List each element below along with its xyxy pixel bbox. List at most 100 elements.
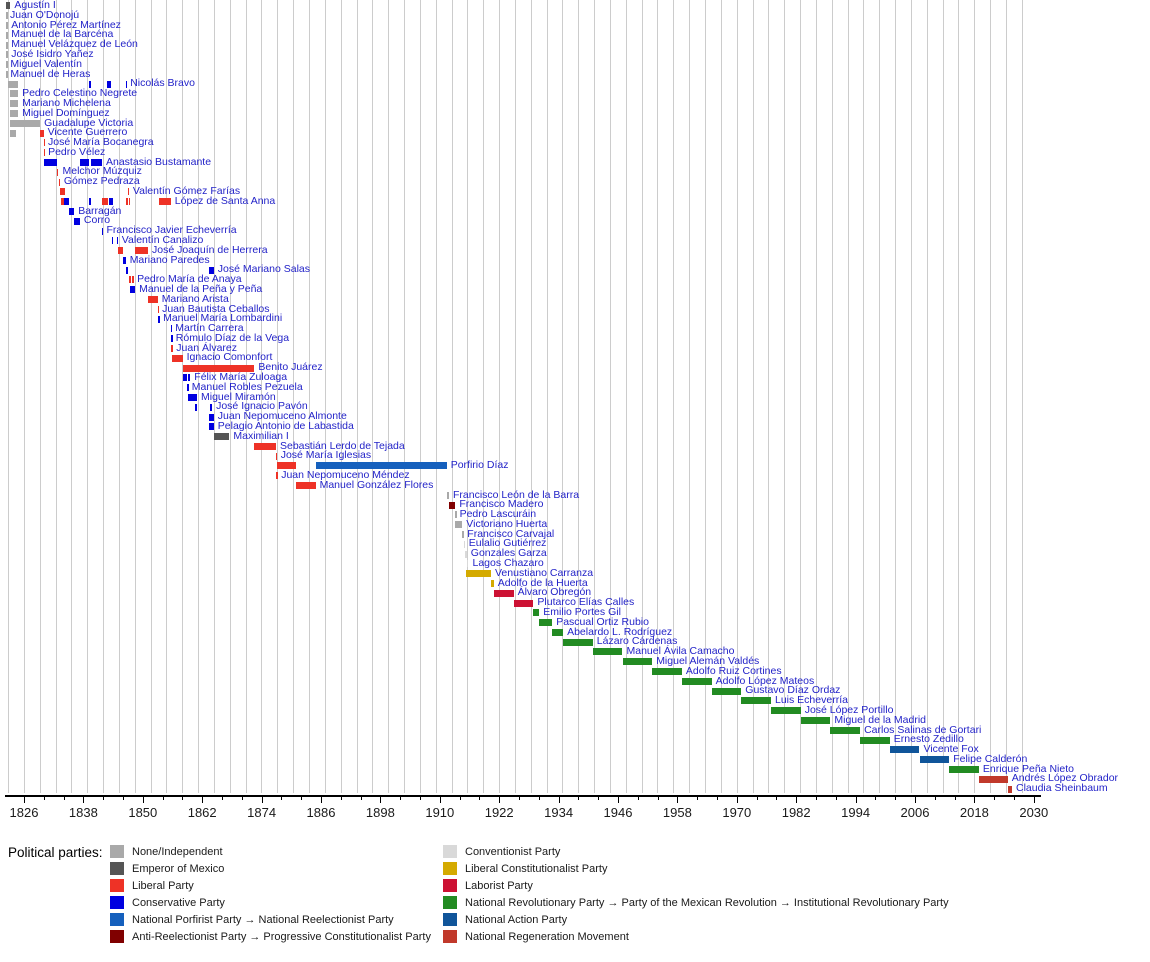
president-label[interactable]: Adolfo López Mateos (715, 674, 815, 687)
president-label[interactable]: Manuel Velázquez de León (11, 38, 138, 51)
term-bar (800, 717, 831, 725)
president-label[interactable]: Miguel Domínguez (22, 106, 110, 119)
timeline-row: José María Bocanegra (0, 136, 1150, 149)
president-label[interactable]: Álvaro Obregón (517, 586, 592, 599)
president-label[interactable]: Antonio Pérez Martínez (11, 18, 121, 31)
president-label[interactable]: José Isidro Yañez (11, 47, 94, 60)
president-label[interactable]: Gómez Pedraza (63, 175, 140, 188)
president-label[interactable]: Lagos Chazaro (472, 557, 544, 569)
president-label[interactable]: Pedro Vélez (48, 145, 106, 158)
president-label[interactable]: Francisco Carvajal (467, 527, 555, 540)
president-label[interactable]: Emilio Portes Gil (543, 606, 621, 618)
term-bar (58, 178, 60, 186)
president-label[interactable]: José María Iglesias (280, 449, 372, 462)
president-label[interactable]: Manuel Ávila Camacho (626, 645, 735, 658)
president-label[interactable]: Nicolás Bravo (130, 77, 195, 90)
major-tick (974, 797, 976, 803)
minor-tick (43, 797, 45, 800)
president-label[interactable]: Victoriano Huerta (466, 517, 548, 530)
president-label[interactable]: Eulalio Gutiérrez (468, 537, 547, 550)
president-label[interactable]: Porfirio Díaz (450, 459, 509, 472)
president-label[interactable]: Ignacio Comonfort (186, 351, 273, 364)
president-label[interactable]: Pedro María de Anaya (137, 273, 242, 286)
president-label[interactable]: Manuel de la Peña y Peña (139, 282, 263, 295)
president-label[interactable]: José López Portillo (804, 703, 894, 716)
president-label[interactable]: Plutarco Elías Calles (537, 596, 635, 609)
timeline-row: Félix María Zuloaga (0, 371, 1150, 383)
president-label[interactable]: Miguel Valentín (10, 57, 82, 70)
president-label[interactable]: Pascual Ortiz Rubio (556, 615, 649, 628)
president-label[interactable]: José Mariano Salas (217, 263, 311, 276)
president-label[interactable]: José María Bocanegra (48, 136, 154, 149)
president-label[interactable]: Miguel de la Madrid (834, 713, 927, 726)
president-label[interactable]: Maximilian I (233, 429, 289, 442)
president-label[interactable]: López de Santa Anna (174, 194, 276, 207)
president-label[interactable]: Francisco Javier Echeverría (106, 224, 237, 237)
president-label[interactable]: Melchor Múzquiz (62, 165, 142, 178)
president-label[interactable]: Luis Echeverría (775, 694, 848, 707)
gridline (546, 0, 548, 793)
president-label[interactable]: Felipe Calderón (953, 752, 1028, 765)
president-label[interactable]: Ernesto Zedillo (893, 733, 964, 746)
president-label[interactable]: Agustín I (14, 0, 56, 11)
president-label[interactable]: Manuel González Flores (319, 478, 434, 491)
president-label[interactable]: Pelagio Antonio de Labastida (217, 420, 354, 432)
president-label[interactable]: Adolfo de la Huerta (497, 576, 588, 589)
president-label[interactable]: Claudia Sheinbaum (1016, 782, 1108, 795)
president-label[interactable]: José Ignacio Pavón (216, 400, 308, 413)
president-label[interactable]: Adolfo Ruiz Cortines (685, 664, 782, 677)
major-tick (736, 797, 738, 803)
timeline-row: Andrés López Obrador (0, 772, 1150, 785)
president-label[interactable]: Rómulo Díaz de la Vega (175, 331, 290, 344)
gridline (609, 0, 611, 793)
president-label[interactable]: Martín Carrera (175, 322, 244, 335)
term-bar (148, 296, 158, 304)
president-label[interactable]: Sebastián Lerdo de Tejada (280, 439, 405, 452)
president-label[interactable]: Enrique Peña Nieto (982, 762, 1074, 775)
president-label[interactable]: Francisco Madero (459, 498, 544, 511)
president-label[interactable]: Vicente Fox (923, 743, 979, 755)
gridline (55, 0, 57, 793)
president-label[interactable]: Abelardo L. Rodríguez (567, 625, 673, 638)
president-label[interactable]: Vicente Guerrero (47, 126, 128, 139)
president-label[interactable]: Gonzales Garza (470, 547, 547, 560)
president-label[interactable]: Manuel Robles Pezuela (191, 380, 303, 393)
president-label[interactable]: Félix María Zuloaga (194, 371, 288, 383)
president-label[interactable]: Venustiano Carranza (495, 566, 594, 579)
term-bar (129, 276, 131, 284)
president-label[interactable]: Juan Álvarez (176, 341, 237, 354)
president-label[interactable]: Benito Juárez (258, 361, 323, 374)
gridline (673, 0, 675, 793)
minor-tick (103, 797, 105, 800)
president-label[interactable]: Mariano Arista (161, 292, 229, 305)
president-label[interactable]: Corro (83, 214, 111, 227)
president-label[interactable]: Pedro Lascuráin (459, 508, 537, 521)
president-label[interactable]: Juan Nepomuceno Méndez (281, 468, 410, 481)
legend-label: Liberal Constitutionalist Party (465, 863, 608, 875)
president-label[interactable]: Barragán (78, 204, 122, 217)
president-label[interactable]: Manuel de Heras (10, 67, 91, 80)
president-label[interactable]: Miguel Miramón (201, 390, 276, 403)
president-label[interactable]: Anastasio Bustamante (106, 155, 212, 168)
timeline-row: Pedro María de Anaya (0, 273, 1150, 286)
term-bar (130, 286, 136, 294)
president-label[interactable]: José Joaquín de Herrera (152, 243, 268, 256)
axis-year-label: 1826 (9, 805, 39, 820)
president-label[interactable]: Juan O'Donojú (10, 8, 80, 21)
president-label[interactable]: Miguel Alemán Valdés (656, 654, 760, 667)
president-label[interactable]: Andrés López Obrador (1011, 772, 1119, 785)
president-label[interactable]: Carlos Salinas de Gortari (864, 723, 982, 736)
president-label[interactable]: Pedro Celestino Negrete (22, 87, 138, 100)
president-label[interactable]: Manuel María Lombardini (163, 312, 283, 325)
president-label[interactable]: Francisco León de la Barra (453, 488, 580, 501)
president-label[interactable]: Juan Bautista Ceballos (162, 302, 270, 315)
president-label[interactable]: Lázaro Cárdenas (596, 635, 678, 648)
president-label[interactable]: Guadalupe Victoria (44, 116, 134, 129)
president-label[interactable]: Gustavo Díaz Ordaz (745, 684, 841, 697)
president-label[interactable]: Manuel de la Barcéna (11, 28, 114, 41)
president-label[interactable]: Juan Nepomuceno Almonte (217, 410, 347, 423)
president-label[interactable]: Valentín Gómez Farías (132, 185, 241, 197)
president-label[interactable]: Valentín Canalizo (121, 234, 204, 246)
president-label[interactable]: Mariano Paredes (129, 253, 210, 266)
president-label[interactable]: Mariano Michelena (22, 96, 111, 109)
